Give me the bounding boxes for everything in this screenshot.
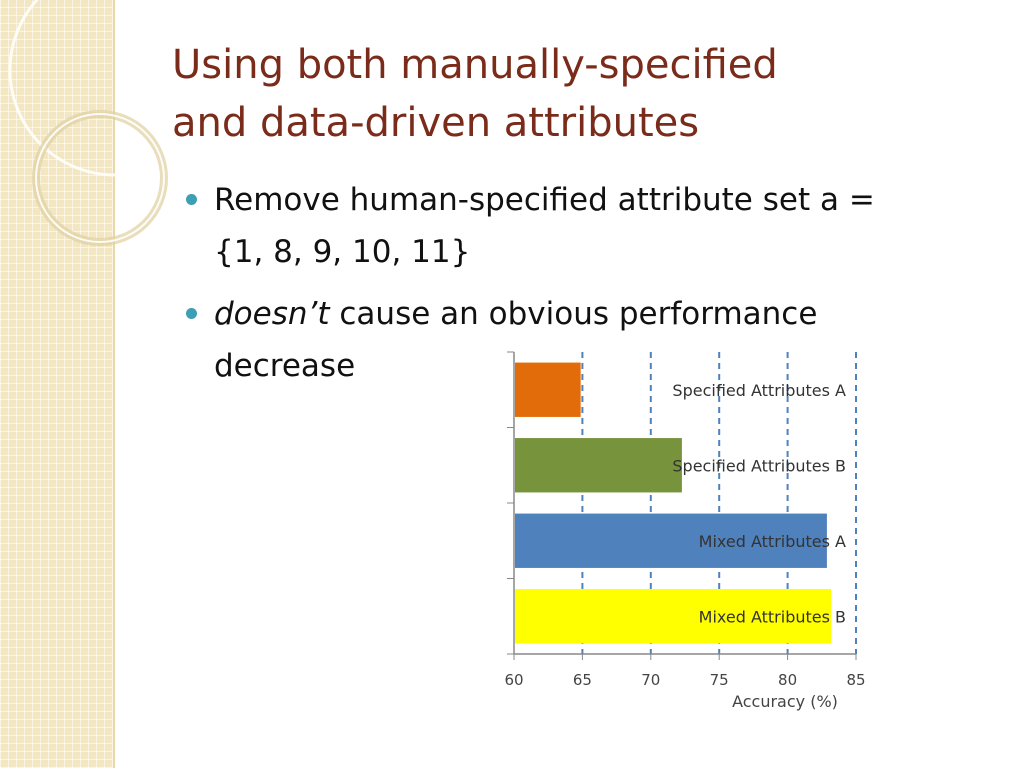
accuracy-bar-chart: 60 65 70 75 80 85 Specified Attributes A Specif…: [504, 351, 866, 711]
bar-label: Mixed Attributes B: [699, 607, 846, 626]
bar-label: Mixed Attributes A: [699, 532, 846, 551]
bullet-item: doesn’t cause an obvious performance dec…: [184, 288, 1004, 392]
bullet-text-line: {1, 8, 9, 10, 11}: [214, 234, 471, 270]
x-tick-label: 60: [504, 671, 523, 689]
decorative-sidebar: [0, 0, 113, 768]
bullet-list: Remove human-specified attribute set a =…: [184, 174, 1004, 402]
bar: [515, 513, 827, 568]
bullet-emphasis: doesn’t: [214, 296, 330, 332]
bar-label: Specified Attributes B: [672, 456, 846, 475]
bullet-text-line: decrease: [214, 348, 356, 384]
slide-title-line-2: and data-driven attributes: [172, 100, 700, 146]
slide-title-line-1: Using both manually-specified: [172, 42, 778, 88]
bullet-dot-icon: [186, 308, 197, 319]
bullet-text-rest: cause an obvious performance: [329, 296, 818, 332]
bullet-text-line: doesn’t cause an obvious performance: [214, 288, 1004, 340]
x-tick-label: 65: [573, 671, 592, 689]
x-tick-label: 80: [778, 671, 797, 689]
bar: [515, 438, 682, 493]
x-tick-label: 85: [846, 671, 865, 689]
x-tick-label: 70: [641, 671, 660, 689]
bullet-dot-icon: [186, 194, 197, 205]
bar-label: Specified Attributes A: [672, 381, 846, 400]
bar: [515, 589, 832, 644]
slide-title: Using both manually-specified and data-d…: [172, 36, 992, 152]
sidebar-edge: [113, 0, 115, 768]
bullet-item: Remove human-specified attribute set a =…: [184, 174, 1004, 278]
bullet-text-line: Remove human-specified attribute set a =: [214, 182, 875, 218]
bar: [515, 362, 581, 417]
x-tick-label: 75: [710, 671, 729, 689]
x-axis-label: Accuracy (%): [732, 692, 838, 711]
